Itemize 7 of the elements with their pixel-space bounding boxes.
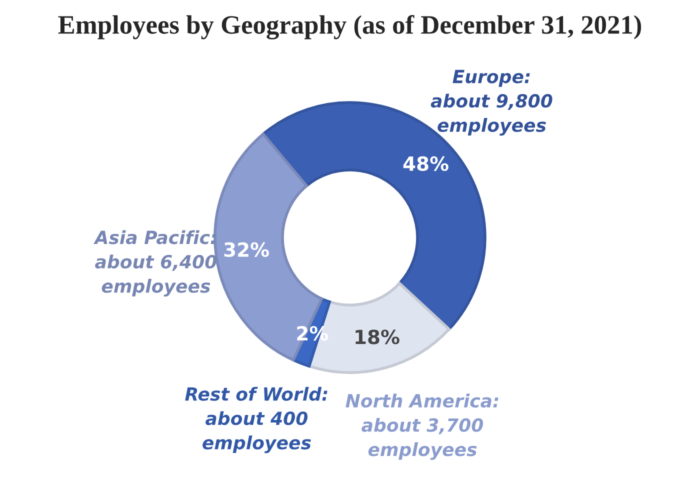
- data-label: 32%: [224, 242, 269, 257]
- slice-label: Rest of World: about 400 employees: [185, 386, 328, 454]
- chart-title: Employees by Geography (as of December 31, 2021): [58, 15, 642, 40]
- data-label: 18%: [356, 330, 400, 344]
- data-label: 48%: [403, 156, 448, 171]
- slice-label: Europe: about 9,800 employees: [430, 70, 552, 136]
- slice-label: North America: about 3,700 employees: [346, 394, 498, 460]
